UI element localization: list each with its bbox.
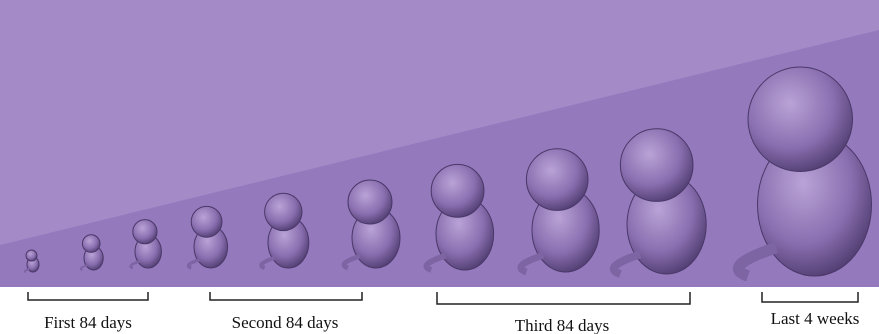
bracket — [762, 292, 858, 302]
stage-label: First 84 days — [44, 313, 132, 332]
illustration: First 84 days Second 84 days Third 84 da… — [0, 0, 879, 334]
fetus-head — [265, 193, 302, 230]
bracket — [437, 292, 690, 304]
fetus-head — [431, 164, 484, 217]
fetus-head — [82, 235, 100, 253]
fetus-head — [748, 67, 853, 172]
bracket — [28, 292, 148, 300]
fetus-head — [348, 180, 392, 224]
fetus-head — [526, 149, 588, 211]
stage-label: Second 84 days — [232, 313, 339, 332]
fetus-head — [133, 220, 157, 244]
fetus-head — [620, 129, 693, 202]
bracket — [210, 292, 362, 300]
stage-label: Third 84 days — [515, 316, 609, 334]
fetus-head — [26, 250, 37, 261]
fetus-head — [191, 206, 222, 237]
stage-label: Last 4 weeks — [771, 309, 860, 328]
brackets — [28, 292, 858, 304]
